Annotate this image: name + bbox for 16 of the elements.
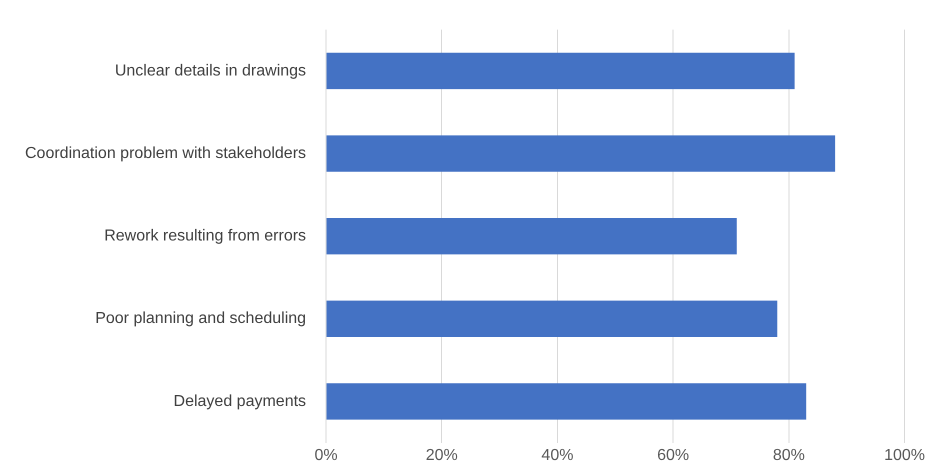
y-tick-label: Unclear details in drawings: [114, 62, 306, 80]
x-tick-label: 40%: [541, 446, 574, 464]
x-tick-label: 0%: [314, 446, 338, 464]
y-tick-label: Delayed payments: [174, 392, 306, 410]
bar: [326, 52, 795, 90]
x-tick-label: 100%: [884, 446, 925, 464]
bar: [326, 135, 836, 172]
bar: [326, 218, 737, 254]
x-tick-label: 60%: [657, 446, 690, 464]
x-tick-label: 80%: [772, 446, 805, 464]
bar: [326, 383, 806, 420]
y-tick-label: Rework resulting from errors: [104, 228, 306, 245]
y-tick-label: Poor planning and scheduling: [95, 310, 306, 328]
x-tick-label: 20%: [426, 446, 458, 464]
bar: [326, 300, 778, 338]
y-tick-label: Coordination problem with stakeholders: [24, 144, 306, 162]
